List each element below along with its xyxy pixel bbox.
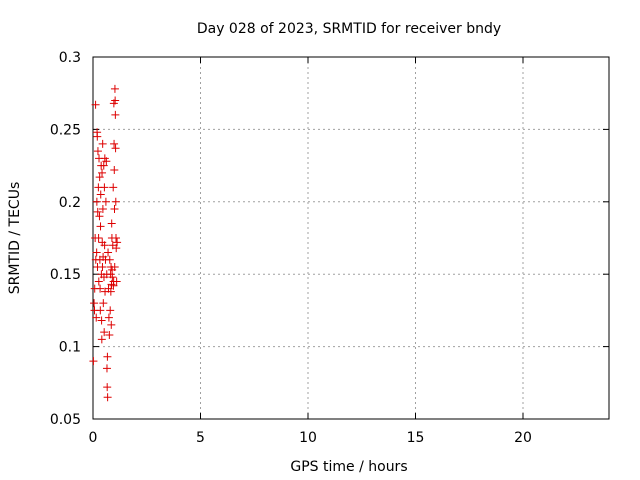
data-point [111, 110, 120, 119]
data-point [98, 139, 107, 148]
data-point [92, 313, 101, 322]
data-point [93, 132, 102, 141]
x-tick-label: 10 [299, 430, 317, 446]
data-points [89, 84, 122, 402]
data-point [89, 357, 98, 366]
y-tick-label: 0.2 [59, 195, 81, 211]
data-point [98, 168, 107, 177]
x-tick-label: 0 [89, 430, 98, 446]
axes [92, 56, 610, 420]
data-point [110, 262, 119, 271]
y-tick-label: 0.3 [59, 50, 81, 66]
data-point [106, 306, 115, 315]
y-tick-label: 0.25 [50, 122, 81, 138]
data-point [112, 234, 121, 242]
data-point [105, 331, 114, 340]
data-point [96, 190, 105, 199]
data-point [100, 183, 109, 192]
data-point [103, 393, 112, 402]
data-point [101, 197, 110, 206]
data-point [92, 197, 101, 206]
x-tick-label: 5 [196, 430, 205, 446]
data-point [94, 277, 103, 286]
data-point [98, 205, 107, 214]
data-point [100, 328, 109, 337]
data-point [96, 284, 105, 293]
data-point [111, 144, 120, 153]
data-point [110, 139, 119, 148]
data-point [109, 183, 118, 192]
data-point [108, 273, 117, 282]
x-axis-label: GPS time / hours [290, 459, 407, 475]
data-point [93, 147, 102, 156]
y-tick-label: 0.05 [50, 412, 81, 428]
tick-labels: 0 5 10 15 20 0.05 0.1 0.15 0.2 0.25 0.3 [50, 50, 532, 446]
data-point [111, 197, 120, 206]
x-tick-label: 20 [514, 430, 532, 446]
data-point [95, 173, 104, 182]
data-point [102, 157, 111, 166]
data-point [98, 262, 107, 271]
data-point [112, 244, 121, 253]
data-point [94, 234, 103, 242]
data-point [110, 84, 119, 93]
data-point [110, 205, 119, 214]
data-point [103, 383, 112, 392]
data-point [110, 165, 119, 174]
data-point [90, 299, 99, 308]
data-point [100, 241, 109, 250]
data-point [93, 207, 102, 216]
data-point [95, 212, 104, 221]
chart-title: Day 028 of 2023, SRMTID for receiver bnd… [197, 21, 501, 37]
data-point [99, 299, 108, 308]
y-axis-label: SRMTID / TECUs [7, 182, 23, 295]
data-point [104, 313, 113, 322]
y-tick-label: 0.15 [50, 267, 81, 283]
data-point [102, 364, 111, 373]
data-point [107, 219, 116, 228]
data-point [113, 238, 122, 247]
data-point [103, 352, 112, 361]
data-point [99, 161, 108, 170]
data-point [107, 320, 116, 329]
x-tick-label: 15 [407, 430, 425, 446]
data-point [105, 255, 114, 264]
grid-lines [93, 57, 609, 419]
data-point [96, 222, 105, 231]
data-point [106, 287, 115, 296]
y-tick-label: 0.1 [59, 340, 81, 356]
data-point [96, 306, 105, 315]
data-point [97, 335, 106, 344]
data-point [112, 277, 121, 286]
data-point [91, 100, 100, 109]
data-point [111, 96, 120, 105]
data-point [97, 316, 106, 325]
plot-frame [92, 56, 610, 420]
data-point [104, 248, 113, 257]
data-point [92, 248, 101, 257]
